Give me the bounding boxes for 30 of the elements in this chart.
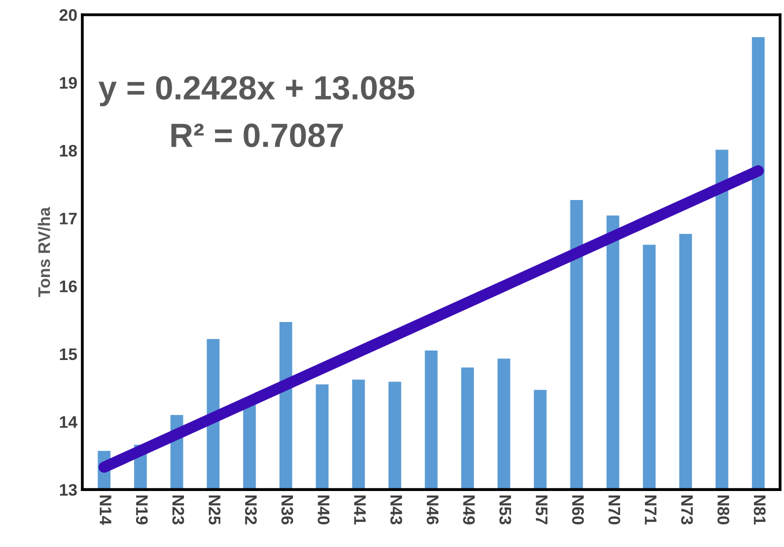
- x-tick-label: N49: [463, 496, 475, 524]
- x-tick-label: N23: [172, 496, 184, 524]
- y-tick-label: 19: [60, 77, 77, 89]
- x-tick-label: N36: [281, 496, 294, 524]
- x-tick-label: N40: [318, 496, 330, 524]
- x-tick-label: N46: [426, 496, 439, 524]
- y-tick-label: 20: [60, 9, 77, 21]
- x-tick-label: N70: [608, 496, 620, 524]
- y-tick-label: 17: [60, 212, 77, 224]
- x-tick-label: N60: [572, 496, 584, 524]
- y-tick-label: 18: [60, 144, 77, 157]
- x-tick-label: N71: [644, 496, 656, 525]
- x-tick-label: N19: [136, 496, 148, 524]
- x-tick-label: N81: [754, 496, 766, 525]
- y-tick-label: 15: [60, 348, 77, 360]
- x-tick-label: N80: [717, 496, 730, 524]
- annotation: y = 0.2428x + 13.085: [98, 76, 414, 106]
- x-tick-label: N73: [681, 496, 693, 524]
- annotation: R² = 0.7087: [171, 124, 343, 148]
- x-tick-label: N43: [390, 496, 402, 524]
- y-tick-label: 16: [60, 280, 77, 292]
- y-tick-label: 14: [60, 416, 78, 428]
- x-tick-label: N14: [100, 496, 112, 525]
- x-tick-label: N53: [499, 496, 512, 524]
- y-axis-title: Tons RV/ha: [38, 206, 50, 298]
- x-tick-label: N41: [354, 496, 366, 525]
- x-tick-label: N32: [244, 496, 257, 524]
- x-tick-label: N57: [536, 496, 548, 524]
- y-tick-label: 13: [60, 484, 77, 496]
- x-tick-label: N25: [208, 496, 220, 525]
